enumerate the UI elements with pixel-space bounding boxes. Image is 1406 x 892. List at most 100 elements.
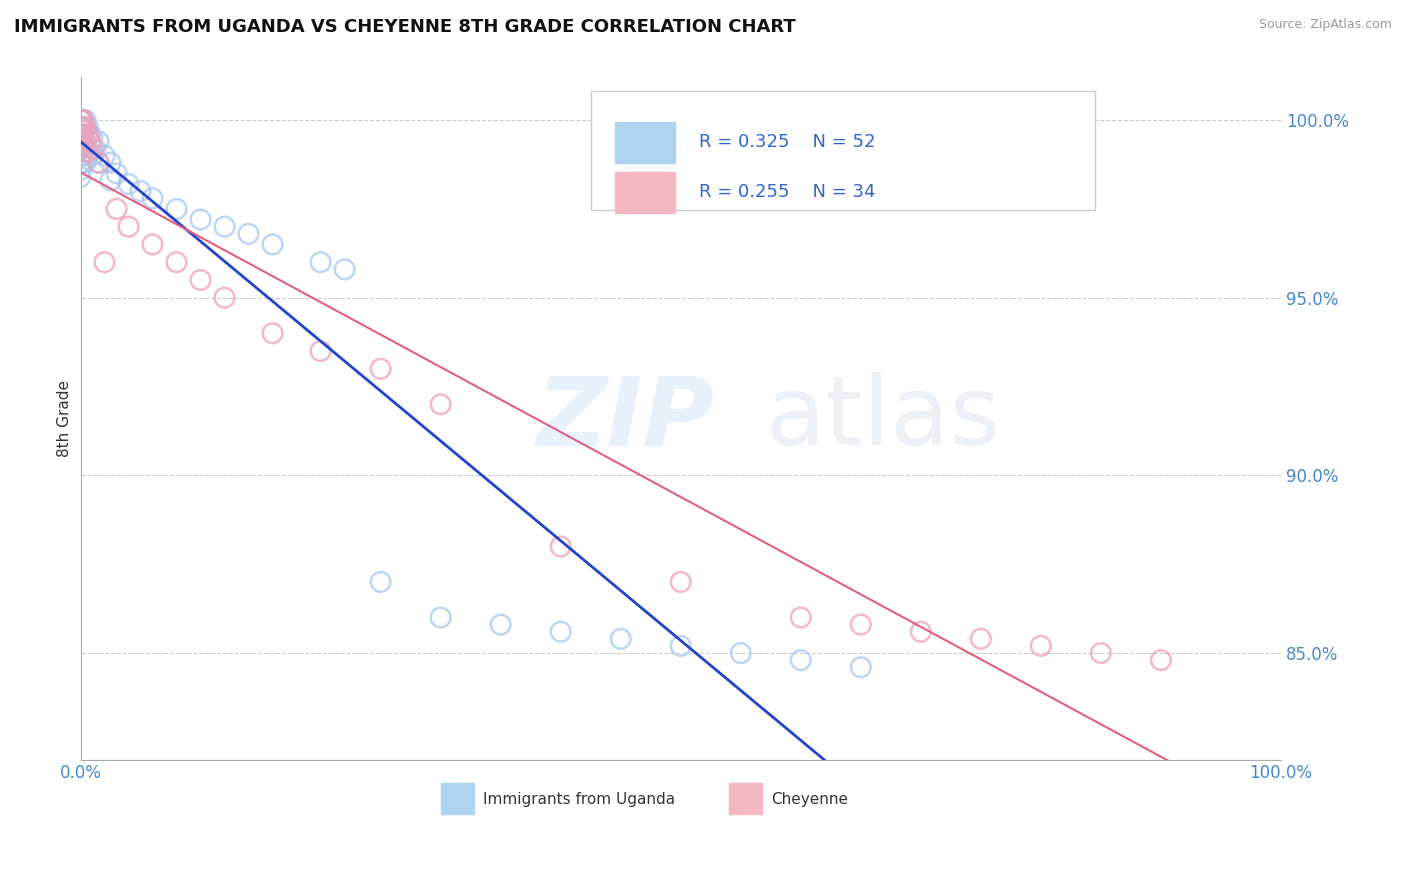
Point — [214, 291, 236, 305]
Point — [105, 202, 128, 216]
Point — [75, 135, 97, 149]
Point — [76, 131, 98, 145]
Point — [849, 660, 872, 674]
Point — [141, 191, 163, 205]
Point — [100, 173, 122, 187]
Point — [75, 124, 97, 138]
Point — [669, 639, 692, 653]
Point — [790, 610, 813, 624]
Point — [93, 255, 115, 269]
Point — [550, 540, 572, 554]
Point — [370, 574, 392, 589]
Point — [262, 237, 284, 252]
Point — [370, 361, 392, 376]
Point — [105, 166, 128, 180]
Point — [79, 135, 101, 149]
Point — [333, 262, 356, 277]
Point — [69, 135, 91, 149]
Point — [1150, 653, 1173, 667]
Point — [309, 255, 332, 269]
Point — [69, 155, 91, 169]
Point — [84, 141, 107, 155]
Point — [72, 120, 94, 135]
Point — [238, 227, 260, 241]
Point — [76, 128, 98, 142]
Point — [76, 148, 98, 162]
Point — [429, 610, 451, 624]
Point — [166, 255, 188, 269]
Point — [910, 624, 932, 639]
Point — [69, 113, 91, 128]
Point — [69, 162, 91, 177]
Point — [849, 617, 872, 632]
Text: atlas: atlas — [765, 372, 1000, 465]
Point — [72, 128, 94, 142]
Point — [87, 135, 110, 149]
Point — [730, 646, 752, 660]
Point — [1090, 646, 1112, 660]
Point — [309, 344, 332, 359]
Point — [72, 124, 94, 138]
Point — [76, 145, 98, 159]
Point — [75, 120, 97, 135]
Point — [669, 574, 692, 589]
Point — [117, 177, 139, 191]
Point — [1029, 639, 1052, 653]
FancyBboxPatch shape — [728, 783, 762, 814]
Point — [79, 128, 101, 142]
Point — [550, 624, 572, 639]
Point — [262, 326, 284, 341]
Point — [69, 120, 91, 135]
Point — [166, 202, 188, 216]
Point — [69, 113, 91, 128]
FancyBboxPatch shape — [591, 91, 1095, 211]
Text: Immigrants from Uganda: Immigrants from Uganda — [482, 792, 675, 806]
Point — [69, 128, 91, 142]
Point — [82, 148, 104, 162]
Point — [79, 145, 101, 159]
Point — [87, 155, 110, 169]
Point — [129, 184, 152, 198]
Point — [69, 120, 91, 135]
Text: ZIP: ZIP — [537, 372, 714, 465]
Point — [69, 141, 91, 155]
Point — [69, 141, 91, 155]
Point — [69, 169, 91, 184]
Point — [190, 212, 212, 227]
Point — [790, 653, 813, 667]
Point — [69, 113, 91, 128]
Point — [87, 155, 110, 169]
Point — [72, 113, 94, 128]
Point — [141, 237, 163, 252]
Point — [970, 632, 993, 646]
Point — [93, 148, 115, 162]
Point — [72, 141, 94, 155]
Point — [69, 128, 91, 142]
Point — [82, 141, 104, 155]
Point — [69, 148, 91, 162]
Text: R = 0.255    N = 34: R = 0.255 N = 34 — [699, 183, 876, 201]
Point — [76, 120, 98, 135]
Point — [75, 155, 97, 169]
Point — [75, 113, 97, 128]
Point — [429, 397, 451, 411]
Text: R = 0.325    N = 52: R = 0.325 N = 52 — [699, 133, 876, 152]
Text: Source: ZipAtlas.com: Source: ZipAtlas.com — [1258, 18, 1392, 31]
Point — [214, 219, 236, 234]
Point — [489, 617, 512, 632]
FancyBboxPatch shape — [440, 783, 474, 814]
Point — [609, 632, 631, 646]
Text: Cheyenne: Cheyenne — [770, 792, 848, 806]
Point — [75, 137, 97, 152]
FancyBboxPatch shape — [614, 171, 675, 212]
Point — [82, 131, 104, 145]
Point — [72, 137, 94, 152]
Text: IMMIGRANTS FROM UGANDA VS CHEYENNE 8TH GRADE CORRELATION CHART: IMMIGRANTS FROM UGANDA VS CHEYENNE 8TH G… — [14, 18, 796, 36]
Point — [100, 155, 122, 169]
Point — [117, 219, 139, 234]
Point — [190, 273, 212, 287]
Y-axis label: 8th Grade: 8th Grade — [58, 380, 72, 457]
Point — [72, 113, 94, 128]
Point — [72, 155, 94, 169]
FancyBboxPatch shape — [614, 122, 675, 162]
